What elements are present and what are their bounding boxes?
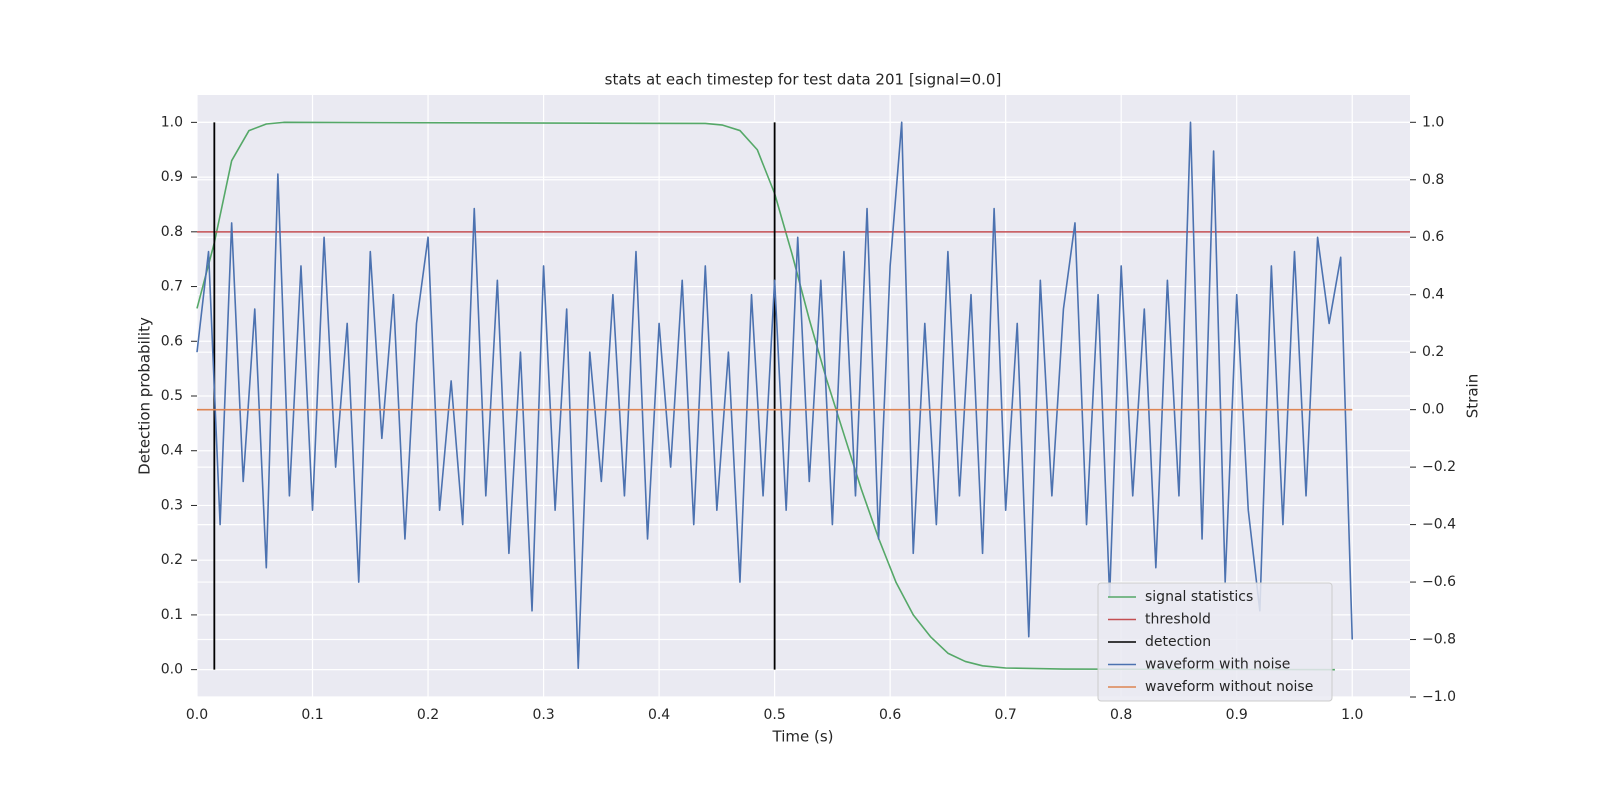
y-tick-label: 0.8 xyxy=(161,224,183,240)
x-tick-label: 0.1 xyxy=(301,707,323,723)
y-tick-label: 0.4 xyxy=(161,443,183,459)
legend-label: waveform with noise xyxy=(1145,657,1290,673)
y-tick-label: 0.5 xyxy=(161,388,183,404)
x-tick-label: 0.2 xyxy=(417,707,439,723)
x-tick-label: 0.8 xyxy=(1110,707,1132,723)
legend-label: signal statistics xyxy=(1145,589,1253,605)
legend-label: waveform without noise xyxy=(1145,679,1313,695)
y2-tick-label: 0.2 xyxy=(1422,344,1444,360)
y-tick-label: 1.0 xyxy=(161,114,183,130)
y2-tick-label: 0.0 xyxy=(1422,402,1444,418)
y2-tick-label: 0.6 xyxy=(1422,229,1444,245)
y2-tick-label: −0.6 xyxy=(1422,574,1456,590)
x-tick-label: 0.5 xyxy=(763,707,785,723)
y2-tick-label: −0.4 xyxy=(1422,517,1456,533)
legend: signal statistics threshold detection wavef… xyxy=(1097,582,1333,702)
y2-tick-label: 0.4 xyxy=(1422,287,1444,303)
y-axis-label: Detection probability xyxy=(136,317,154,475)
x-tick-label: 0.6 xyxy=(879,707,901,723)
x-tick-label: 0.9 xyxy=(1226,707,1248,723)
x-tick-label: 0.0 xyxy=(186,707,208,723)
y-tick-label: 0.6 xyxy=(161,333,183,349)
y2-tick-label: −0.8 xyxy=(1422,632,1456,648)
x-tick-label: 0.4 xyxy=(648,707,670,723)
x-tick-label: 1.0 xyxy=(1341,707,1363,723)
y-tick-label: 0.7 xyxy=(161,279,183,295)
legend-label: threshold xyxy=(1145,612,1211,628)
legend-label: detection xyxy=(1145,634,1211,650)
legend-box xyxy=(1097,582,1333,702)
x-axis-label: Time (s) xyxy=(772,728,834,746)
series-line xyxy=(196,121,1354,670)
x-tick-label: 0.7 xyxy=(995,707,1017,723)
y2-tick-label: −0.2 xyxy=(1422,459,1456,475)
y2-axis-label: Strain xyxy=(1464,374,1482,418)
y2-tick-label: 0.8 xyxy=(1422,172,1444,188)
x-tick-label: 0.3 xyxy=(532,707,554,723)
y-tick-label: 0.0 xyxy=(161,662,183,678)
series-line xyxy=(196,121,1335,671)
y2-tick-label: −1.0 xyxy=(1422,689,1456,705)
y-tick-label: 0.2 xyxy=(161,552,183,568)
y2-tick-label: 1.0 xyxy=(1422,114,1444,130)
y-tick-label: 0.3 xyxy=(161,497,183,513)
y-tick-label: 0.1 xyxy=(161,607,183,623)
y-tick-label: 0.9 xyxy=(161,169,183,185)
chart-title: stats at each timestep for test data 201… xyxy=(605,71,1002,89)
